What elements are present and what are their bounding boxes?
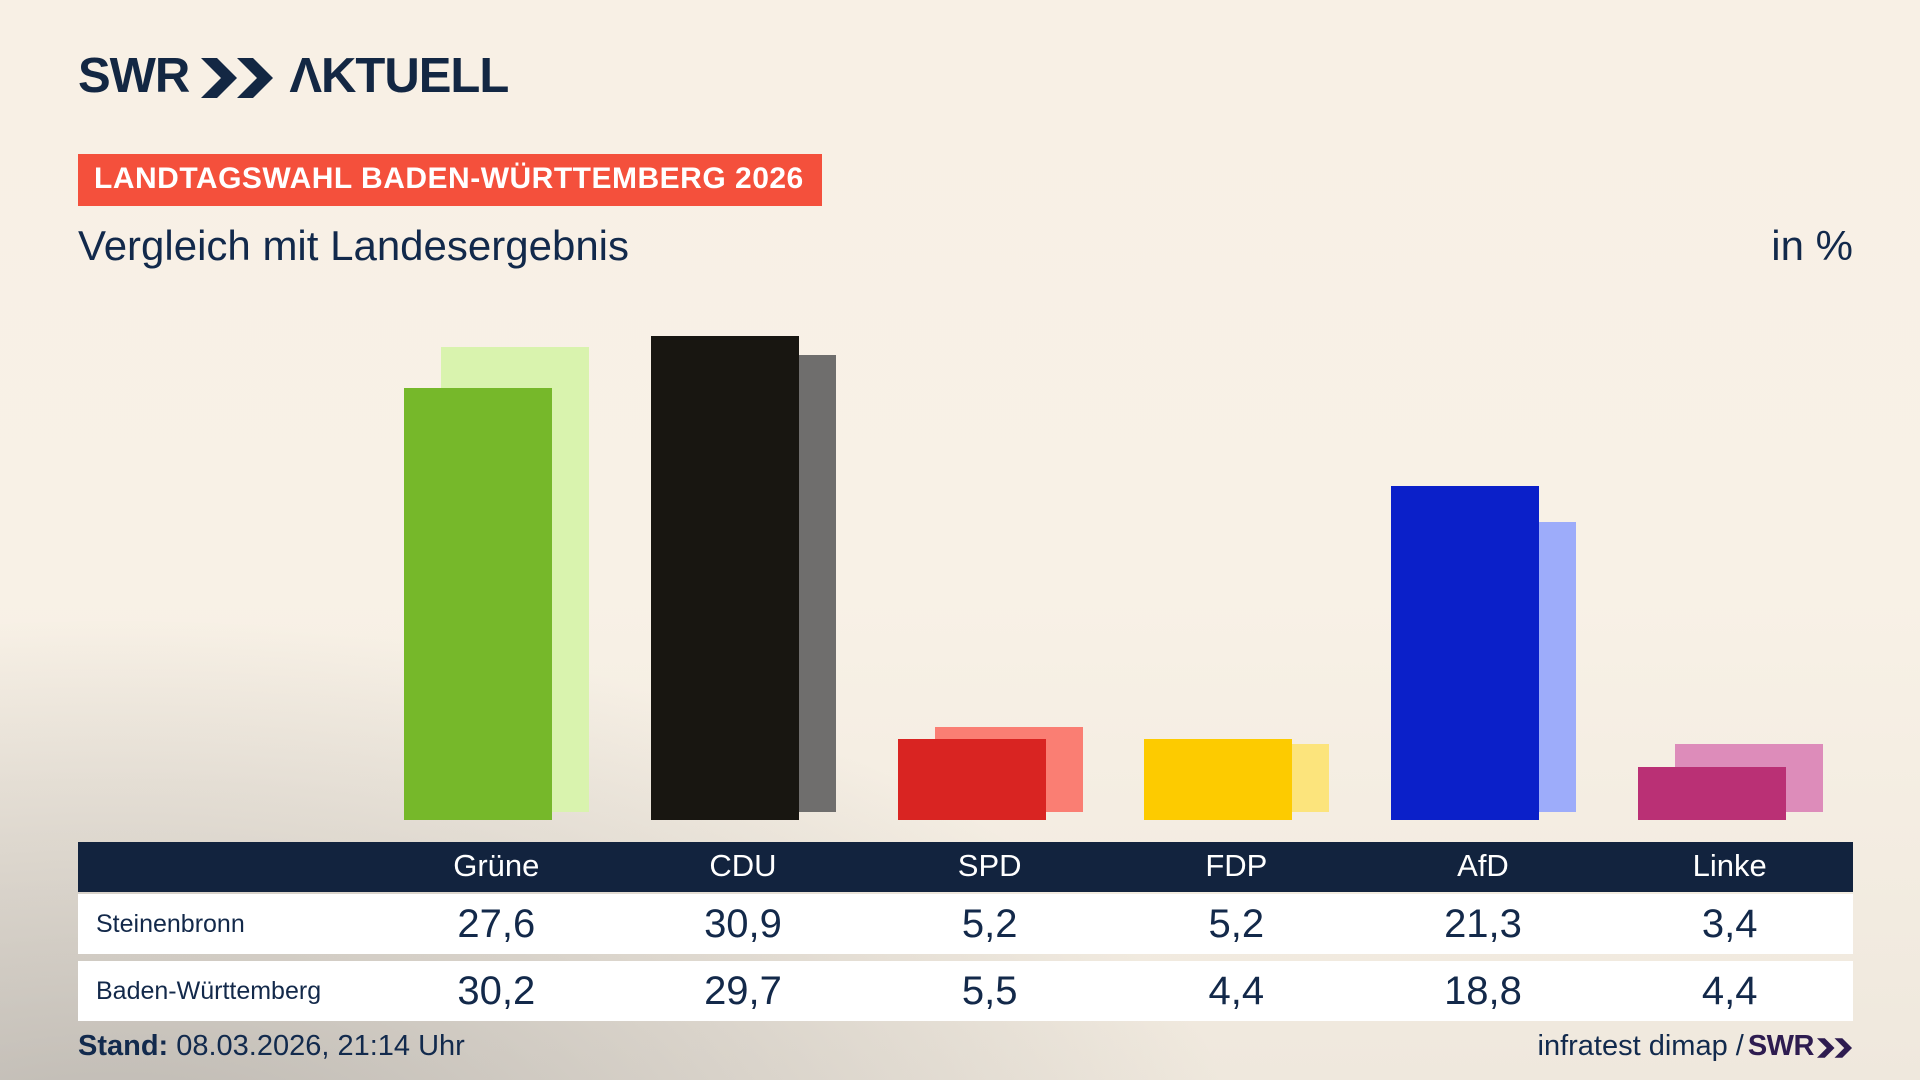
column-header-grne: Grüne	[453, 848, 540, 883]
swr-footer-logo: SWR	[1748, 1030, 1853, 1063]
bar-gemeinde-fdp	[1144, 739, 1293, 820]
row-label: Steinenbronn	[96, 909, 245, 938]
value-cell: 27,6	[457, 901, 536, 946]
swr-logo-text: SWR	[78, 49, 190, 103]
row-label: Baden-Württemberg	[96, 976, 322, 1005]
value-cell: 5,5	[961, 968, 1018, 1013]
election-badge: LANDTAGSWAHL BADEN-WÜRTTEMBERG 2026	[78, 154, 822, 206]
bar-gemeinde-linke	[1637, 767, 1786, 820]
value-cell: 18,8	[1444, 968, 1522, 1013]
value-cell: 3,4	[1701, 901, 1758, 946]
source-credit: infratest dimap / SWR	[1538, 1030, 1854, 1063]
value-cell: 21,3	[1444, 901, 1522, 946]
swr-aktuell-logo: SWR ΛKTUELL	[78, 49, 509, 103]
chart-title: Vergleich mit Landesergebnis	[78, 222, 630, 269]
value-cell: 5,2	[961, 901, 1018, 946]
footer: Stand: 08.03.2026, 21:14 Uhr infratest di…	[78, 1030, 1853, 1063]
title-row: Vergleich mit Landesergebnis in %	[78, 222, 1853, 270]
bar-gemeinde-afd	[1391, 486, 1540, 820]
stand-value: 08.03.2026, 21:14 Uhr	[176, 1030, 465, 1062]
bar-chart	[78, 280, 1853, 820]
value-cell: 29,7	[704, 968, 782, 1013]
table-header-spacer	[78, 866, 373, 868]
column-header-fdp: FDP	[1205, 848, 1268, 883]
stand-label: Stand:	[78, 1030, 169, 1062]
table-row: Steinenbronn 27,6 30,9 5,2 5,2 21,3 3,4	[78, 894, 1853, 954]
value-cell: 4,4	[1701, 968, 1758, 1013]
table-row: Baden-Württemberg 30,2 29,7 5,5 4,4 18,8 4,4	[78, 961, 1853, 1021]
party-column-fdp	[1113, 280, 1360, 820]
column-header-afd: AfD	[1457, 848, 1509, 883]
bar-gemeinde-cdu	[651, 336, 799, 820]
double-chevron-icon	[1817, 1038, 1853, 1058]
bar-gemeinde-grne	[404, 388, 553, 820]
column-header-spd: SPD	[957, 848, 1022, 883]
source-text: infratest dimap /	[1537, 1030, 1744, 1062]
party-column-spd	[866, 280, 1113, 820]
value-cell: 30,9	[704, 901, 782, 946]
party-column-linke	[1606, 280, 1853, 820]
value-cell: 5,2	[1208, 901, 1265, 946]
stand-timestamp: Stand: 08.03.2026, 21:14 Uhr	[78, 1030, 465, 1063]
value-cell: 4,4	[1208, 968, 1265, 1013]
table-header-row: Grüne CDU SPD FDP AfD Linke	[78, 842, 1853, 892]
value-cell: 30,2	[457, 968, 536, 1013]
results-table: Grüne CDU SPD FDP AfD Linke Steinenbronn 27,6 3…	[78, 842, 1853, 1021]
party-column-afd	[1360, 280, 1607, 820]
party-column-grne	[373, 280, 620, 820]
party-column-cdu	[620, 280, 867, 820]
column-header-cdu: CDU	[709, 848, 777, 883]
unit-label: in %	[1771, 222, 1853, 269]
double-chevron-icon	[201, 57, 274, 98]
bar-gemeinde-spd	[897, 739, 1046, 820]
column-header-linke: Linke	[1692, 848, 1767, 883]
aktuell-logo-text: ΛKTUELL	[289, 49, 509, 103]
